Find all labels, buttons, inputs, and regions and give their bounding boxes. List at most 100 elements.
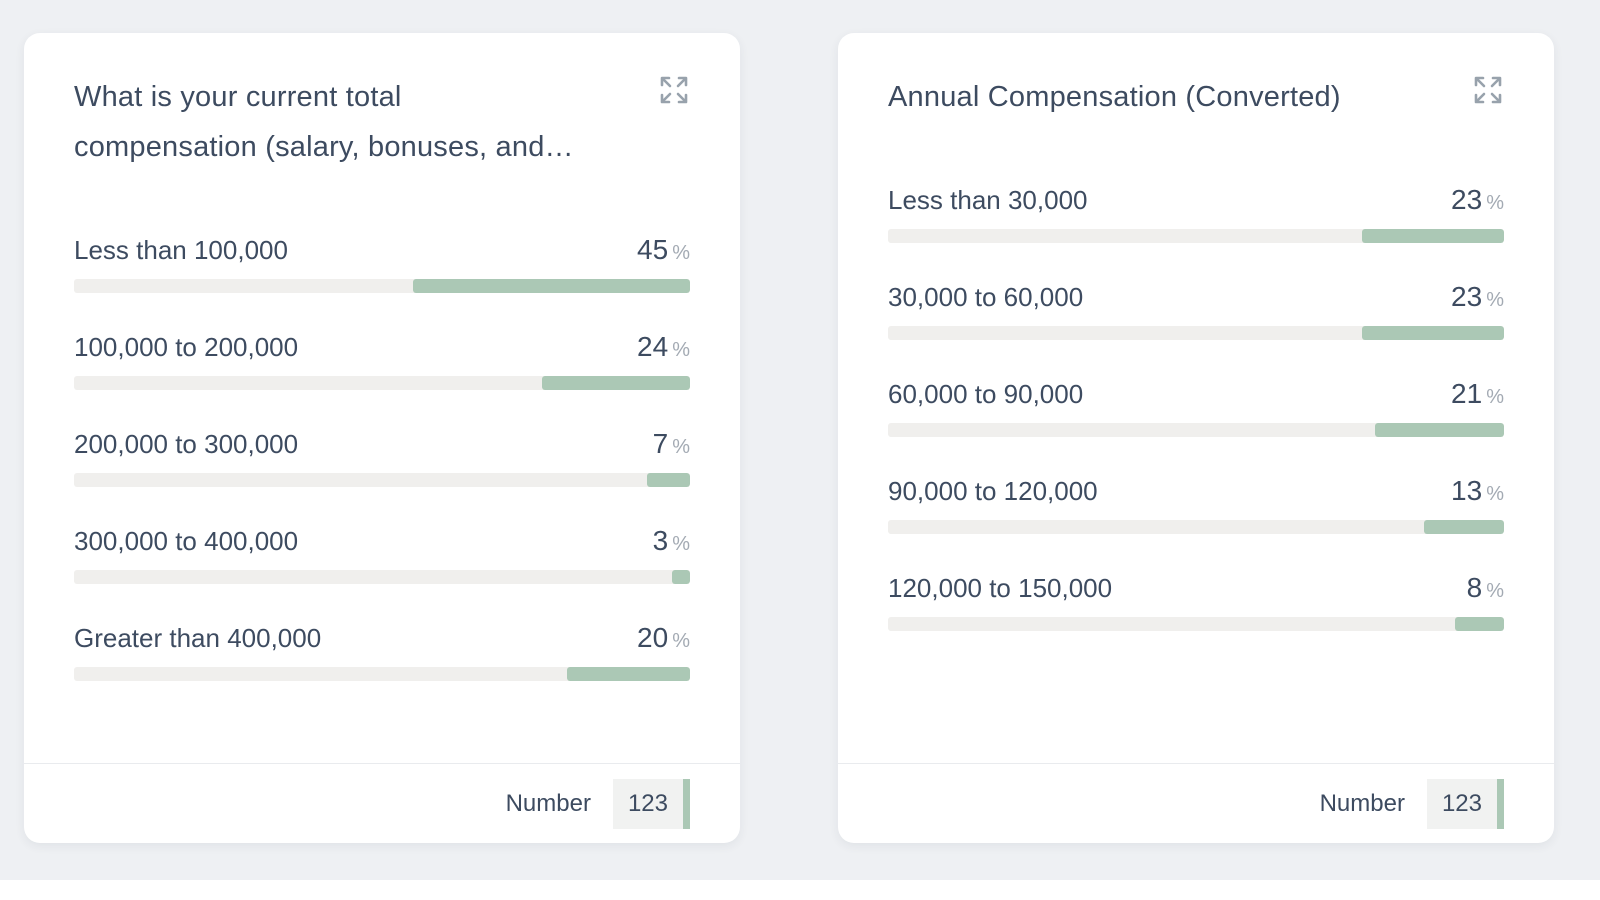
bar-track — [888, 326, 1504, 340]
bar-value: 21 — [1451, 378, 1483, 409]
bar-track — [74, 667, 690, 681]
bar-row-head: 100,000 to 200,000 24% — [74, 331, 690, 363]
bar-track — [74, 376, 690, 390]
card-title-line: Annual Compensation (Converted) — [888, 81, 1341, 113]
bar-fill — [1362, 326, 1504, 340]
bar-list: Less than 100,000 45% 100,000 to 200,000… — [74, 234, 690, 681]
expand-icon — [1474, 76, 1502, 104]
bar-label: 200,000 to 300,000 — [74, 429, 299, 459]
bar-row: 90,000 to 120,000 13% — [888, 475, 1504, 534]
expand-button[interactable] — [1470, 72, 1506, 108]
bar-track — [74, 279, 690, 293]
bar-label: Less than 100,000 — [74, 235, 288, 265]
bar-value-group: 23% — [1451, 281, 1504, 313]
bar-value-group: 3% — [653, 525, 690, 557]
bar-row-head: 200,000 to 300,000 7% — [74, 428, 690, 460]
bar-fill — [542, 376, 690, 390]
footer-label: Number — [505, 789, 591, 817]
bar-track — [888, 423, 1504, 437]
bar-value: 13 — [1451, 475, 1483, 506]
bar-row-head: 60,000 to 90,000 21% — [888, 378, 1504, 410]
bar-fill — [671, 570, 690, 584]
bar-row: 200,000 to 300,000 7% — [74, 428, 690, 487]
bar-value: 23 — [1451, 281, 1483, 312]
bar-value: 24 — [637, 331, 669, 362]
footer-value: 123 — [1441, 789, 1482, 817]
percent-sign: % — [1486, 192, 1504, 214]
bar-row-head: 120,000 to 150,000 8% — [888, 572, 1504, 604]
percent-sign: % — [672, 242, 690, 264]
bar-fill — [646, 473, 690, 487]
bar-row-head: Less than 100,000 45% — [74, 234, 690, 266]
percent-sign: % — [672, 436, 690, 458]
card-footer: Number 123 — [838, 763, 1554, 843]
bar-row: Less than 30,000 23% — [888, 184, 1504, 243]
bar-track — [888, 520, 1504, 534]
bar-value-group: 21% — [1451, 378, 1504, 410]
bar-track — [888, 229, 1504, 243]
bar-track — [888, 617, 1504, 631]
bar-value-group: 45% — [637, 234, 690, 266]
bar-label: 300,000 to 400,000 — [74, 526, 299, 556]
chart-card: What is your current total compensation (… — [24, 33, 740, 843]
percent-sign: % — [1486, 386, 1504, 408]
card-footer: Number 123 — [24, 763, 740, 843]
percent-sign: % — [1486, 580, 1504, 602]
bar-row-head: Greater than 400,000 20% — [74, 622, 690, 654]
chip-accent-strip — [1497, 778, 1504, 829]
page-bottom-strip — [0, 880, 1600, 900]
bar-label: 60,000 to 90,000 — [888, 379, 1084, 409]
bar-row: Less than 100,000 45% — [74, 234, 690, 293]
bar-fill — [412, 279, 690, 293]
respondent-count-chip: 123 — [1426, 778, 1504, 829]
bar-value: 8 — [1466, 572, 1483, 603]
bar-label: 120,000 to 150,000 — [888, 573, 1113, 603]
bar-row-head: Less than 30,000 23% — [888, 184, 1504, 216]
bar-label: 90,000 to 120,000 — [888, 476, 1098, 506]
bar-list: Less than 30,000 23% 30,000 to 60,000 23… — [888, 184, 1504, 631]
card-title: What is your current total compensation (… — [74, 72, 690, 172]
bar-fill — [1454, 617, 1504, 631]
card-title: Annual Compensation (Converted) — [888, 72, 1504, 122]
bar-label: 30,000 to 60,000 — [888, 282, 1084, 312]
bar-label: 100,000 to 200,000 — [74, 332, 299, 362]
percent-sign: % — [672, 630, 690, 652]
percent-sign: % — [672, 339, 690, 361]
bar-row: 60,000 to 90,000 21% — [888, 378, 1504, 437]
bar-fill — [1423, 520, 1504, 534]
bar-value: 23 — [1451, 184, 1483, 215]
bar-row: 120,000 to 150,000 8% — [888, 572, 1504, 631]
bar-value: 3 — [652, 525, 669, 556]
bar-value-group: 23% — [1451, 184, 1504, 216]
bar-row-head: 30,000 to 60,000 23% — [888, 281, 1504, 313]
expand-button[interactable] — [656, 72, 692, 108]
bar-value: 45 — [637, 234, 669, 265]
bar-value-group: 8% — [1467, 572, 1504, 604]
percent-sign: % — [1486, 289, 1504, 311]
footer-value: 123 — [627, 789, 668, 817]
percent-sign: % — [672, 533, 690, 555]
bar-value-group: 24% — [637, 331, 690, 363]
bar-row: Greater than 400,000 20% — [74, 622, 690, 681]
bar-row-head: 300,000 to 400,000 3% — [74, 525, 690, 557]
bar-track — [74, 570, 690, 584]
bar-row: 100,000 to 200,000 24% — [74, 331, 690, 390]
respondent-count-chip: 123 — [612, 778, 690, 829]
bar-fill — [1374, 423, 1504, 437]
bar-value: 7 — [652, 428, 669, 459]
bar-value-group: 13% — [1451, 475, 1504, 507]
bar-row: 300,000 to 400,000 3% — [74, 525, 690, 584]
chart-card: Annual Compensation (Converted) Less tha… — [838, 33, 1554, 843]
percent-sign: % — [1486, 483, 1504, 505]
chip-accent-strip — [683, 778, 690, 829]
bar-track — [74, 473, 690, 487]
card-title-line: What is your current total — [74, 81, 402, 113]
card-title-line: compensation (salary, bonuses, and… — [74, 131, 574, 163]
bar-label: Less than 30,000 — [888, 185, 1088, 215]
expand-icon — [660, 76, 688, 104]
bar-row-head: 90,000 to 120,000 13% — [888, 475, 1504, 507]
bar-value: 20 — [637, 622, 669, 653]
bar-value-group: 20% — [637, 622, 690, 654]
bar-label: Greater than 400,000 — [74, 623, 322, 653]
